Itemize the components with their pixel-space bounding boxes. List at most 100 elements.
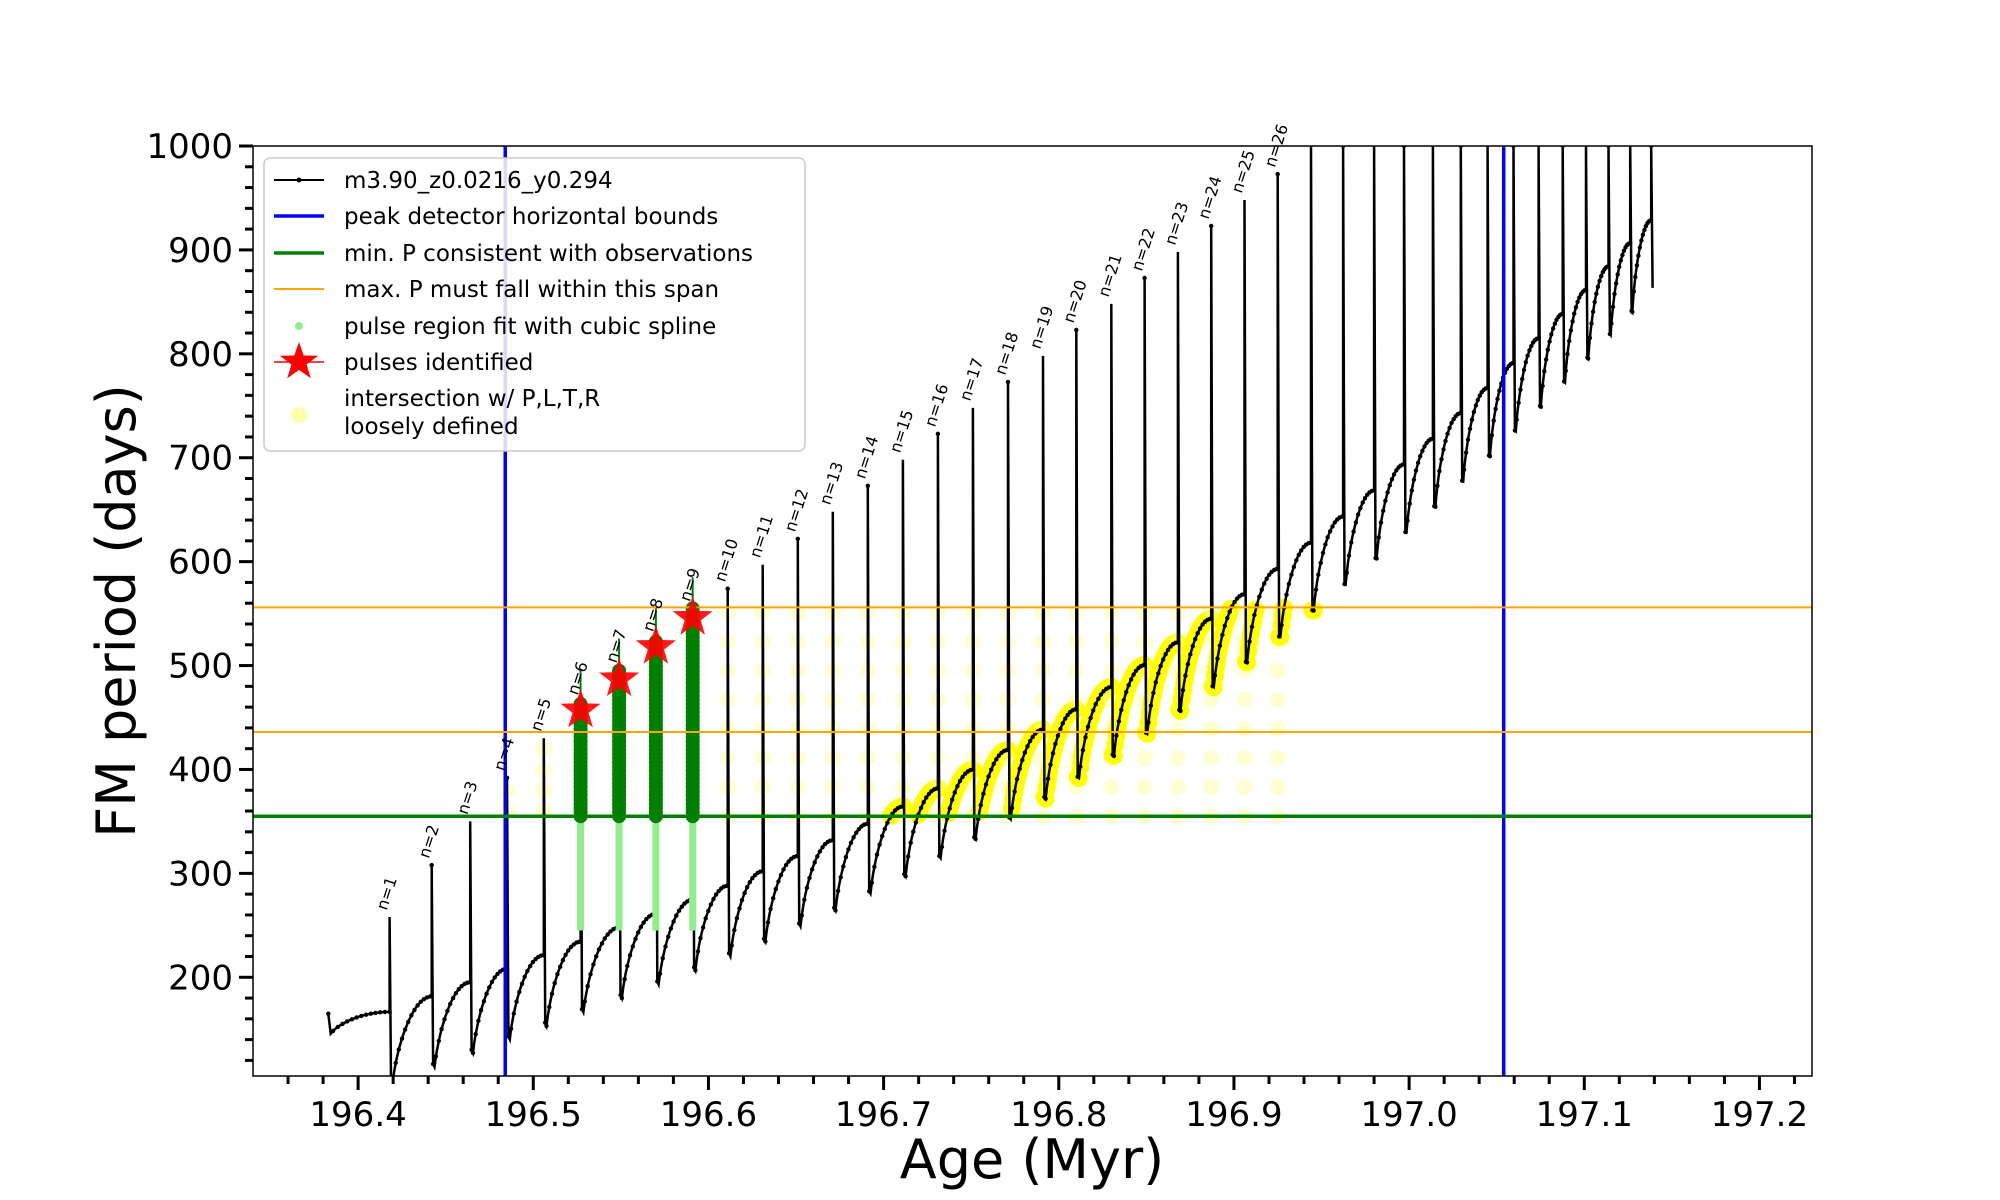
evolution-track-point xyxy=(864,821,869,827)
evolution-track-point xyxy=(1009,805,1015,811)
evolution-track-point xyxy=(1521,367,1527,373)
evolution-track-point xyxy=(750,876,755,881)
evolution-track-point xyxy=(865,483,870,488)
evolution-track-point xyxy=(734,916,740,921)
evolution-track-point xyxy=(900,804,906,809)
evolution-track-point xyxy=(820,845,825,850)
evolution-track-point xyxy=(1640,232,1646,237)
evolution-track-point xyxy=(1400,462,1406,467)
evolution-track-point xyxy=(771,896,776,901)
x-tick-label: 196.7 xyxy=(835,1095,932,1135)
evolution-track-point xyxy=(1621,248,1627,253)
legend-item-min-period: min. P consistent with observations xyxy=(274,241,753,267)
evolution-track-point xyxy=(1460,478,1465,483)
evolution-track-point xyxy=(937,853,942,859)
evolution-track-point xyxy=(908,840,913,845)
evolution-track-point xyxy=(1289,572,1294,577)
evolution-track-point xyxy=(1630,309,1635,315)
evolution-track-point xyxy=(1385,490,1390,495)
evolution-track-point xyxy=(638,924,644,930)
evolution-track-point xyxy=(1311,608,1316,613)
intersection-marker-faint xyxy=(1169,720,1186,737)
evolution-track-point xyxy=(1252,612,1257,618)
intersection-marker-faint xyxy=(1169,779,1186,796)
evolution-track-point xyxy=(1074,327,1079,333)
evolution-track-point xyxy=(1276,634,1282,639)
evolution-track-point xyxy=(903,874,908,879)
evolution-track-point xyxy=(1060,721,1066,726)
evolution-track-point xyxy=(1637,245,1643,250)
evolution-track-point xyxy=(695,949,701,954)
evolution-track-point xyxy=(1465,437,1471,442)
evolution-track-point xyxy=(517,989,522,995)
evolution-track-point xyxy=(1048,762,1053,767)
evolution-track-point xyxy=(947,806,952,811)
evolution-track-point xyxy=(1467,426,1473,431)
evolution-track-point xyxy=(815,854,820,859)
evolution-track-point xyxy=(1516,400,1521,405)
evolution-track-point xyxy=(1547,339,1552,344)
evolution-track-point xyxy=(1527,348,1532,353)
evolution-track-point xyxy=(1279,622,1284,628)
evolution-track-point xyxy=(492,975,497,980)
evolution-track-point xyxy=(1353,520,1359,525)
evolution-track-point xyxy=(1583,287,1589,293)
evolution-track-point xyxy=(1339,514,1345,519)
evolution-track-point xyxy=(470,1050,476,1056)
evolution-track-point xyxy=(1133,668,1139,673)
evolution-track-point xyxy=(1642,227,1647,233)
evolution-track-point xyxy=(729,943,734,948)
evolution-track-point xyxy=(1523,360,1529,365)
evolution-track-point xyxy=(1316,572,1321,577)
evolution-track-point xyxy=(1463,450,1469,455)
evolution-track-point xyxy=(605,932,610,937)
evolution-track-point xyxy=(1568,328,1574,333)
evolution-track-point xyxy=(1163,652,1168,657)
x-tick-label: 197.0 xyxy=(1360,1095,1457,1135)
evolution-track-point xyxy=(1142,275,1147,281)
evolution-track-point xyxy=(1325,535,1330,540)
evolution-track-point xyxy=(528,963,533,969)
evolution-track-point xyxy=(882,826,887,832)
evolution-track-point xyxy=(1628,241,1633,246)
evolution-track-point xyxy=(935,431,941,436)
intersection-marker-faint xyxy=(1269,750,1286,766)
evolution-track-point xyxy=(911,829,916,834)
evolution-track-point xyxy=(657,971,663,976)
evolution-track-point xyxy=(1296,552,1302,557)
evolution-track-point xyxy=(481,999,487,1004)
evolution-track-point xyxy=(739,897,745,903)
evolution-track-point xyxy=(830,838,835,843)
evolution-track-point xyxy=(1572,311,1577,316)
evolution-track-point xyxy=(939,844,945,850)
evolution-track-point xyxy=(1542,369,1547,374)
evolution-track-point xyxy=(1445,431,1450,436)
y-tick-label: 600 xyxy=(168,543,233,583)
evolution-track-point xyxy=(1634,263,1640,268)
evolution-track-point xyxy=(415,1003,420,1008)
evolution-track-point xyxy=(1415,460,1421,465)
evolution-track-point xyxy=(359,1013,364,1019)
identified-pulse-star xyxy=(560,689,601,728)
evolution-track-point xyxy=(1141,663,1146,668)
evolution-track-point xyxy=(1512,428,1518,433)
evolution-track-point xyxy=(693,968,698,973)
evolution-track-point xyxy=(1358,505,1363,511)
evolution-track-point xyxy=(1195,631,1200,636)
evolution-track-point xyxy=(1413,468,1419,473)
evolution-track-point xyxy=(396,1047,401,1052)
evolution-track-point xyxy=(698,935,703,941)
evolution-track-point xyxy=(1586,356,1591,361)
evolution-track-point xyxy=(1017,766,1022,771)
evolution-track-point xyxy=(1114,733,1119,738)
evolution-track-point xyxy=(1618,258,1624,263)
evolution-track-point xyxy=(1565,351,1570,357)
evolution-track-point xyxy=(1005,379,1011,385)
evolution-track-point xyxy=(625,963,630,969)
evolution-track-point xyxy=(1093,701,1099,707)
evolution-track-point xyxy=(1072,707,1078,712)
evolution-track-point xyxy=(1299,548,1304,553)
evolution-track-point xyxy=(582,999,587,1004)
evolution-track-point xyxy=(711,896,716,902)
evolution-track-point xyxy=(835,888,841,894)
